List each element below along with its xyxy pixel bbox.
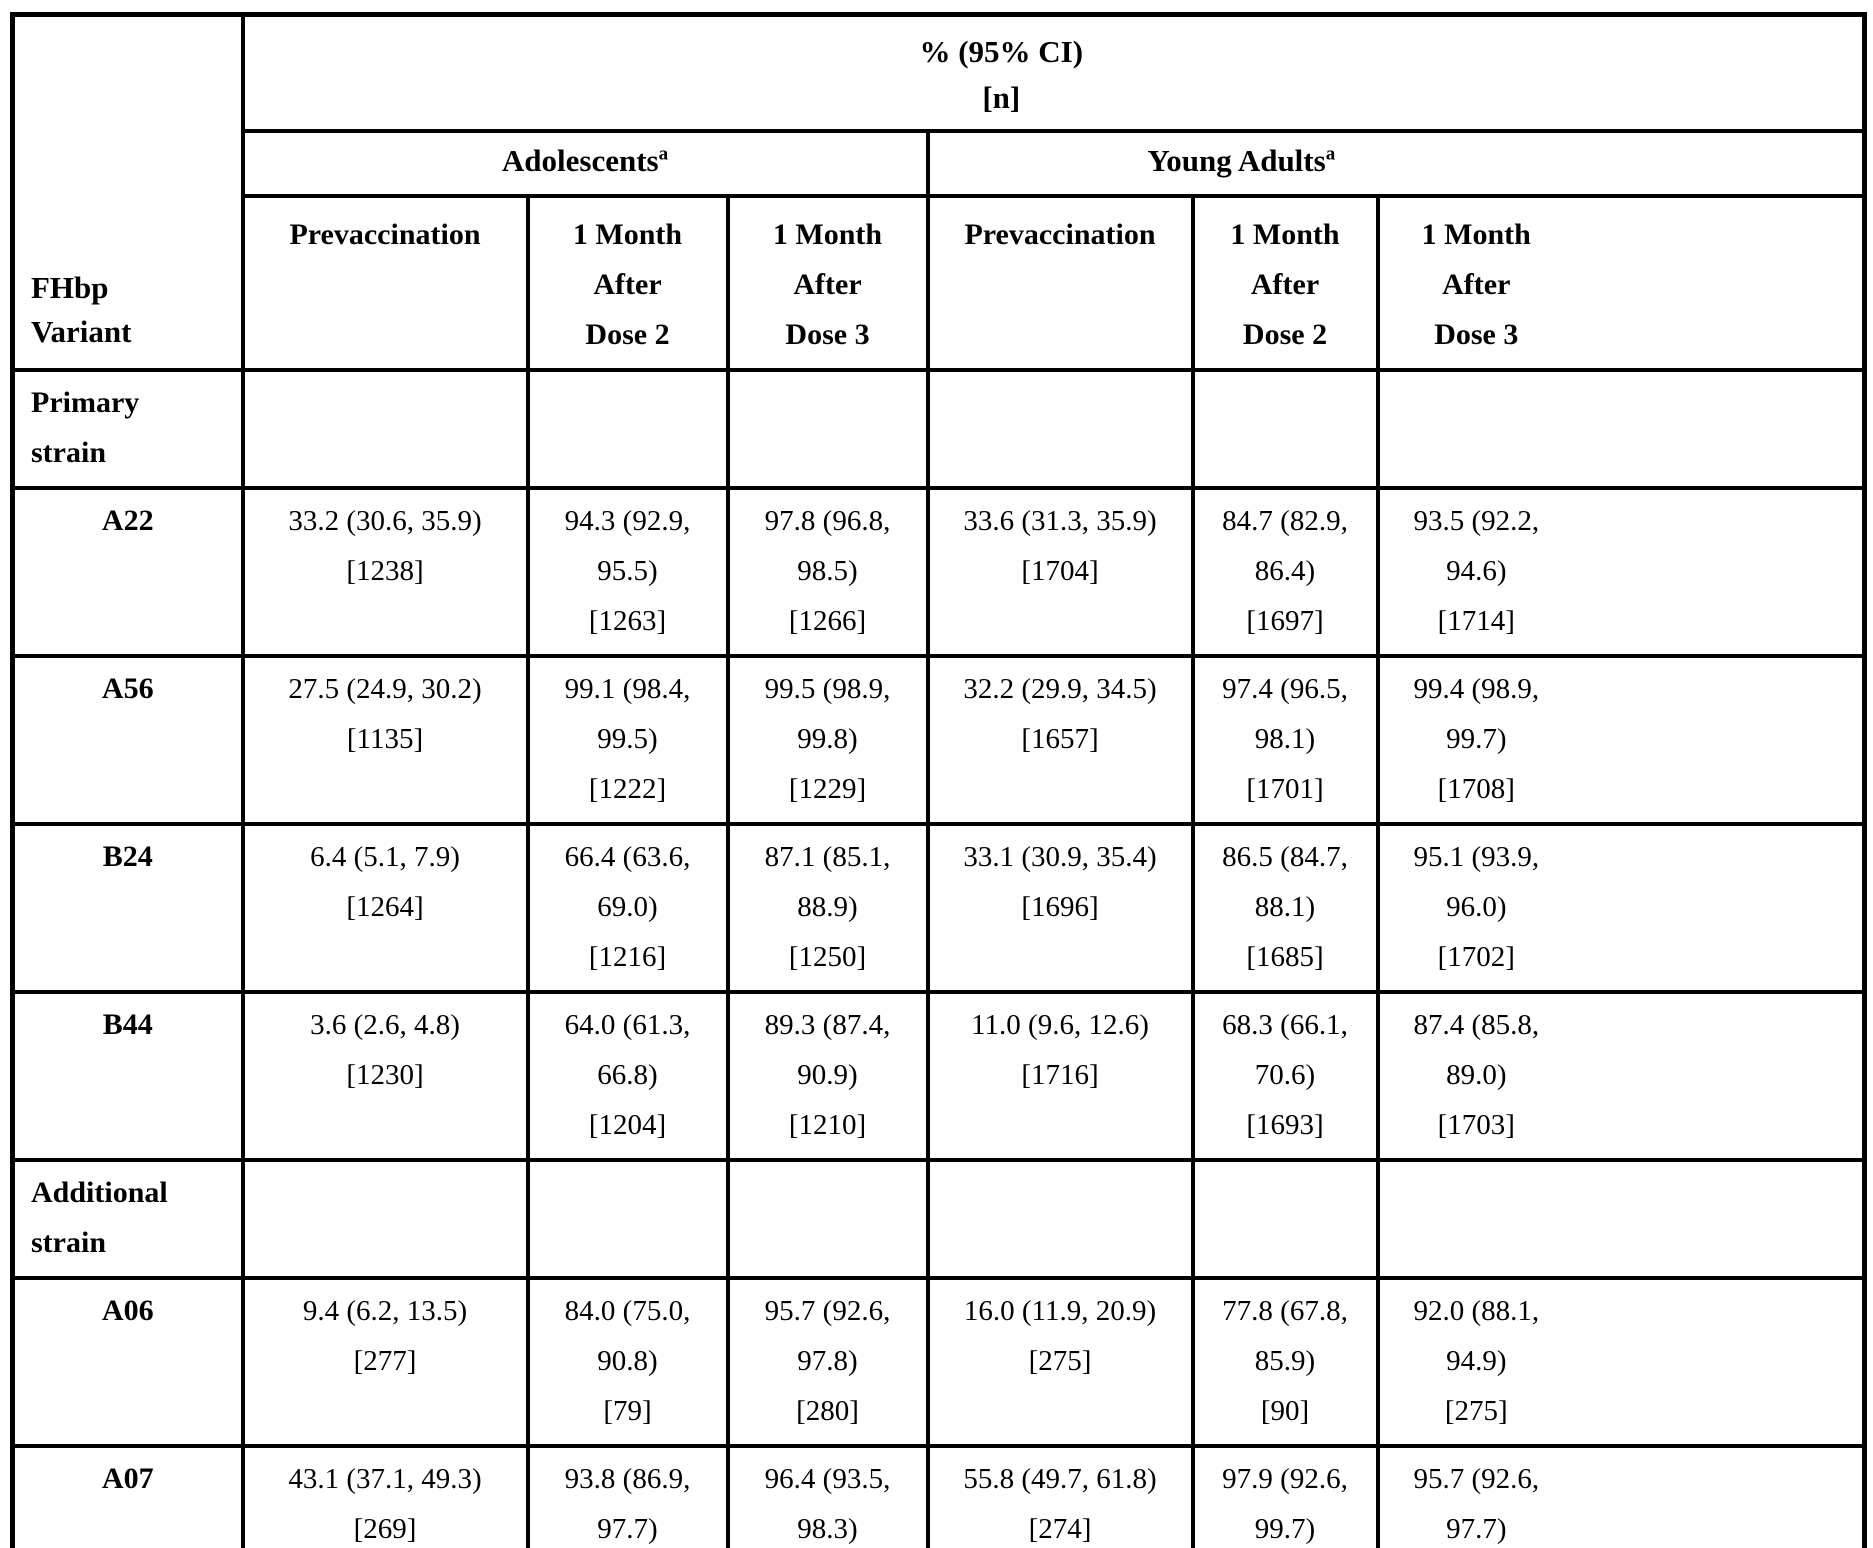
data-cell: 87.1 (85.1, 88.9) [1250] xyxy=(725,822,930,994)
data-cell: 33.2 (30.6, 35.9) [1238] xyxy=(240,486,530,658)
variant-label-a22: A22 xyxy=(10,486,245,658)
data-cell: 9.4 (6.2, 13.5) [277] xyxy=(240,1276,530,1448)
data-cell: 99.5 (98.9, 99.8) [1229] xyxy=(725,654,930,826)
footnote-marker: a xyxy=(1325,143,1336,165)
empty-cell xyxy=(1375,1158,1867,1280)
table-row-a07: A07 43.1 (37.1, 49.3) [269] 93.8 (86.9, … xyxy=(10,1444,1867,1548)
data-cell: 27.5 (24.9, 30.2) [1135] xyxy=(240,654,530,826)
variant-label-b24: B24 xyxy=(10,822,245,994)
col-header-adol-dose2: 1 Month After Dose 2 xyxy=(525,194,730,372)
variant-label-a07: A07 xyxy=(10,1444,245,1548)
table-row: Primary strain xyxy=(10,368,1867,490)
data-cell: 95.1 (93.9, 96.0) [1702] xyxy=(1375,822,1867,994)
group-label: Adolescents xyxy=(501,143,659,178)
col-header-ya-prevaccination: Prevaccination xyxy=(925,194,1195,372)
data-cell: 93.5 (92.2, 94.6) [1714] xyxy=(1375,486,1867,658)
data-cell: 97.9 (92.6, 99.7) [95] xyxy=(1190,1444,1380,1548)
data-cell: 97.8 (96.8, 98.5) [1266] xyxy=(725,486,930,658)
col-header-ya-dose2: 1 Month After Dose 2 xyxy=(1190,194,1380,372)
data-cell: 55.8 (49.7, 61.8) [274] xyxy=(925,1444,1195,1548)
table-row-b44: B44 3.6 (2.6, 4.8) [1230] 64.0 (61.3, 66… xyxy=(10,990,1867,1162)
variant-label-b44: B44 xyxy=(10,990,245,1162)
group-header-adolescents: Adolescentsa xyxy=(240,129,930,198)
data-cell: 89.3 (87.4, 90.9) [1210] xyxy=(725,990,930,1162)
empty-cell xyxy=(1190,1158,1380,1280)
col-header-adol-prevaccination: Prevaccination xyxy=(240,194,530,372)
data-cell: 32.2 (29.9, 34.5) [1657] xyxy=(925,654,1195,826)
data-cell: 92.0 (88.1, 94.9) [275] xyxy=(1375,1276,1867,1448)
group-label: Young Adults xyxy=(1147,143,1326,178)
data-cell: 3.6 (2.6, 4.8) [1230] xyxy=(240,990,530,1162)
group-header-young-adults: Young Adultsa xyxy=(925,129,1867,198)
col-header-adol-dose3: 1 Month After Dose 3 xyxy=(725,194,930,372)
data-cell: 68.3 (66.1, 70.6) [1693] xyxy=(1190,990,1380,1162)
data-cell: 94.3 (92.9, 95.5) [1263] xyxy=(525,486,730,658)
data-cell: 93.8 (86.9, 97.7) [90] xyxy=(525,1444,730,1548)
empty-cell xyxy=(725,1158,930,1280)
empty-cell xyxy=(240,1158,530,1280)
empty-cell xyxy=(525,1158,730,1280)
data-cell: 11.0 (9.6, 12.6) [1716] xyxy=(925,990,1195,1162)
table-row-a06: A06 9.4 (6.2, 13.5) [277] 84.0 (75.0, 90… xyxy=(10,1276,1867,1448)
section-label-additional-strain: Additional strain xyxy=(10,1158,245,1280)
data-cell: 99.1 (98.4, 99.5) [1222] xyxy=(525,654,730,826)
data-cell: 86.5 (84.7, 88.1) [1685] xyxy=(1190,822,1380,994)
data-cell: 87.4 (85.8, 89.0) [1703] xyxy=(1375,990,1867,1162)
data-cell: 43.1 (37.1, 49.3) [269] xyxy=(240,1444,530,1548)
empty-cell xyxy=(925,1158,1195,1280)
empty-cell xyxy=(240,368,530,490)
ci-n-header: % (95% CI) [n] xyxy=(240,12,1867,133)
empty-cell xyxy=(525,368,730,490)
table-row: Additional strain xyxy=(10,1158,1867,1280)
data-cell: 64.0 (61.3, 66.8) [1204] xyxy=(525,990,730,1162)
data-cell: 95.7 (92.6, 97.8) [280] xyxy=(725,1276,930,1448)
data-cell: 16.0 (11.9, 20.9) [275] xyxy=(925,1276,1195,1448)
empty-cell xyxy=(925,368,1195,490)
table-row-a22: A22 33.2 (30.6, 35.9) [1238] 94.3 (92.9,… xyxy=(10,486,1867,658)
immunogenicity-table: FHbp Variant % (95% CI) [n] Adolescentsa… xyxy=(10,12,1868,1548)
variant-label-a06: A06 xyxy=(10,1276,245,1448)
data-cell: 66.4 (63.6, 69.0) [1216] xyxy=(525,822,730,994)
data-cell: 96.4 (93.5, 98.3) [280] xyxy=(725,1444,930,1548)
data-cell: 99.4 (98.9, 99.7) [1708] xyxy=(1375,654,1867,826)
data-cell: 84.0 (75.0, 90.8) [79] xyxy=(525,1276,730,1448)
empty-cell xyxy=(1190,368,1380,490)
section-label-primary-strain: Primary strain xyxy=(10,368,245,490)
data-cell: 33.6 (31.3, 35.9) [1704] xyxy=(925,486,1195,658)
row-label-header: FHbp Variant xyxy=(10,12,245,372)
empty-cell xyxy=(725,368,930,490)
variant-label-a56: A56 xyxy=(10,654,245,826)
data-cell: 95.7 (92.6, 97.7) [277] xyxy=(1375,1444,1867,1548)
data-cell: 6.4 (5.1, 7.9) [1264] xyxy=(240,822,530,994)
footnote-marker: a xyxy=(658,143,669,165)
table-row-b24: B24 6.4 (5.1, 7.9) [1264] 66.4 (63.6, 69… xyxy=(10,822,1867,994)
data-cell: 33.1 (30.9, 35.4) [1696] xyxy=(925,822,1195,994)
empty-cell xyxy=(1375,368,1867,490)
col-header-ya-dose3: 1 Month After Dose 3 xyxy=(1375,194,1867,372)
data-cell: 97.4 (96.5, 98.1) [1701] xyxy=(1190,654,1380,826)
data-cell: 84.7 (82.9, 86.4) [1697] xyxy=(1190,486,1380,658)
table-row-a56: A56 27.5 (24.9, 30.2) [1135] 99.1 (98.4,… xyxy=(10,654,1867,826)
data-cell: 77.8 (67.8, 85.9) [90] xyxy=(1190,1276,1380,1448)
